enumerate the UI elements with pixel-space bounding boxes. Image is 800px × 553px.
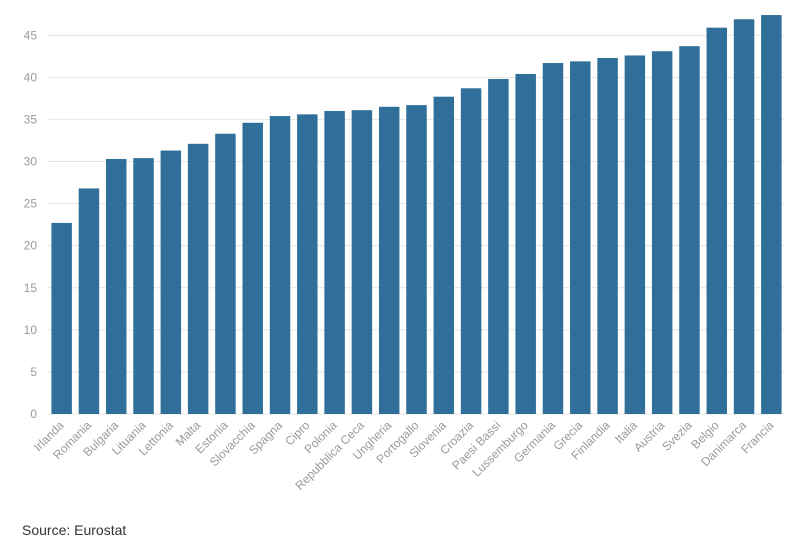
y-axis: 0 5 10 15 20 25 30 35 40 45 [24,28,38,421]
bar [406,105,427,414]
bar [679,46,700,415]
bar [761,15,782,415]
bar [78,188,100,414]
y-tick-label: 20 [24,239,38,253]
bar [433,96,455,415]
bar [706,27,727,415]
bar [488,79,509,415]
bar [515,73,536,414]
x-tick-label: Austria [631,418,668,455]
bar [378,106,400,415]
x-axis: IrlandaRomaniaBulgariaLituaniaLettoniaMa… [31,418,777,493]
bar [160,150,182,414]
y-tick-label: 40 [24,70,38,84]
bar-chart: 0 5 10 15 20 25 30 35 40 45 IrlandaRomaniaBulgari… [24,15,785,493]
bar [269,116,291,415]
bar [242,122,263,415]
bar [570,61,591,414]
y-tick-label: 25 [24,197,38,211]
y-tick-label: 30 [24,155,38,169]
y-tick-label: 15 [24,281,38,295]
bars [51,15,782,415]
bar [324,111,345,414]
y-tick-label: 0 [30,407,37,421]
bar [733,19,755,415]
source-note: Source: Eurostat [22,522,127,538]
bar [187,143,209,414]
bar [651,51,673,414]
bar [597,57,618,414]
bar [215,133,236,414]
bar [351,110,373,415]
x-tick-label: Svezia [659,418,695,454]
y-tick-label: 35 [24,112,38,126]
bar [133,158,154,414]
y-tick-label: 45 [24,28,38,42]
y-tick-label: 5 [30,365,37,379]
bar [542,63,564,415]
bar [624,55,646,414]
bar [297,114,318,414]
bar [460,88,482,415]
y-tick-label: 10 [24,323,38,337]
bar [51,222,72,414]
bar [106,158,127,414]
